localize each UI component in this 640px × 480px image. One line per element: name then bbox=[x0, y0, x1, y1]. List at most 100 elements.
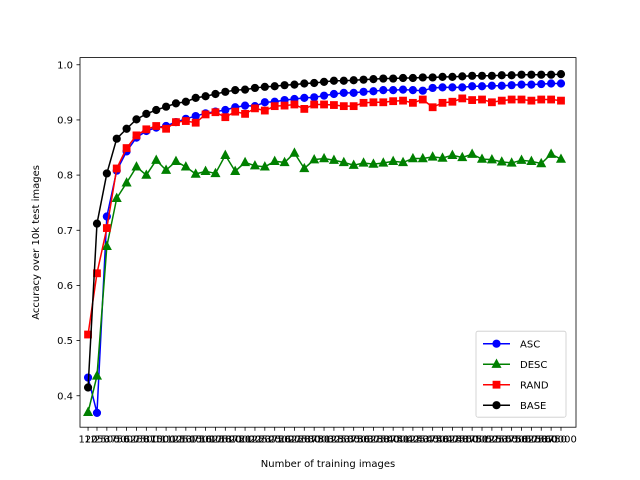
data-point-desc bbox=[180, 161, 191, 171]
data-point-base bbox=[240, 85, 250, 94]
data-point-base bbox=[487, 71, 496, 80]
data-point-desc bbox=[141, 169, 152, 179]
x-tick-label: 57500 bbox=[525, 435, 557, 446]
data-point-base bbox=[221, 87, 230, 96]
data-point-base bbox=[537, 70, 546, 79]
x-tick-label: 10000 bbox=[150, 435, 182, 446]
data-point-base bbox=[181, 97, 190, 106]
x-tick-label: 26250 bbox=[279, 435, 311, 446]
x-tick-label: 18750 bbox=[219, 435, 251, 446]
data-point-base bbox=[547, 70, 556, 79]
y-tick-label: 0.5 bbox=[57, 336, 73, 347]
data-point-desc bbox=[536, 157, 547, 168]
x-tick-label: 11250 bbox=[160, 435, 192, 446]
data-point-desc bbox=[457, 151, 468, 162]
x-tick-label: 58750 bbox=[535, 435, 567, 446]
data-point-asc bbox=[547, 79, 556, 88]
data-point-rand bbox=[300, 105, 309, 113]
data-point-desc bbox=[249, 160, 260, 170]
x-tick-label: 30000 bbox=[308, 435, 340, 446]
data-point-rand bbox=[152, 122, 161, 130]
data-point-base bbox=[83, 383, 93, 392]
data-point-base bbox=[428, 73, 437, 82]
data-point-rand bbox=[290, 100, 299, 109]
x-tick-label: 13750 bbox=[180, 435, 212, 446]
x-tick-label: 25000 bbox=[269, 435, 301, 446]
data-point-base bbox=[418, 73, 427, 82]
data-point-asc bbox=[398, 85, 408, 94]
y-tick-label: 0.4 bbox=[57, 391, 73, 402]
data-point-base bbox=[152, 105, 161, 115]
data-point-asc bbox=[369, 87, 378, 96]
data-point-rand bbox=[211, 108, 220, 117]
data-point-desc bbox=[506, 157, 517, 167]
legend-label-base: BASE bbox=[520, 401, 546, 412]
data-point-desc bbox=[526, 155, 537, 166]
x-tick-label: 52500 bbox=[486, 435, 518, 446]
data-point-base bbox=[300, 79, 309, 88]
data-point-desc bbox=[417, 152, 428, 163]
x-tick-label: 120 bbox=[79, 435, 98, 446]
x-tick-label: 16250 bbox=[200, 435, 232, 446]
x-tick-label: 6250 bbox=[124, 435, 149, 446]
y-axis: 0.4 0.5 0.6 0.7 0.8 0.9 1.0 bbox=[57, 60, 80, 402]
data-point-base bbox=[270, 82, 279, 91]
legend-marker-base bbox=[492, 401, 501, 410]
data-point-desc bbox=[161, 164, 172, 174]
data-point-desc bbox=[151, 154, 162, 164]
data-point-desc bbox=[496, 156, 507, 166]
data-point-base bbox=[408, 73, 418, 83]
data-point-asc bbox=[468, 82, 477, 91]
data-point-asc bbox=[527, 80, 536, 89]
legend-label-asc: ASC bbox=[520, 339, 540, 350]
x-tick-label: 28750 bbox=[298, 435, 330, 446]
x-tick-label: 2500 bbox=[94, 435, 119, 446]
x-tick-label: 38750 bbox=[377, 435, 409, 446]
data-point-asc bbox=[418, 86, 427, 95]
data-point-base bbox=[231, 86, 240, 95]
data-point-base bbox=[92, 219, 102, 228]
data-point-desc bbox=[210, 167, 221, 178]
data-point-desc bbox=[279, 156, 290, 167]
data-point-rand bbox=[231, 107, 240, 116]
data-point-base bbox=[290, 80, 299, 89]
data-point-base bbox=[389, 74, 398, 83]
legend-item-desc: DESC bbox=[483, 358, 547, 371]
data-point-rand bbox=[478, 95, 486, 104]
data-point-base bbox=[102, 169, 111, 178]
x-tick-label: 42500 bbox=[407, 435, 439, 446]
data-point-rand bbox=[389, 97, 398, 106]
legend-marker-rand bbox=[492, 380, 501, 389]
data-point-asc bbox=[408, 86, 418, 95]
data-point-rand bbox=[497, 96, 506, 105]
data-point-rand bbox=[191, 118, 200, 127]
data-point-desc bbox=[388, 155, 399, 166]
x-tick-label: 45000 bbox=[427, 435, 459, 446]
data-point-desc bbox=[555, 153, 567, 163]
data-point-base bbox=[211, 89, 220, 99]
data-point-asc bbox=[517, 80, 526, 89]
legend: ASC DESC RAND BASE bbox=[475, 330, 567, 418]
x-tick-label: 7500 bbox=[134, 435, 159, 446]
data-point-desc bbox=[289, 147, 300, 157]
data-point-rand bbox=[349, 102, 358, 111]
data-point-base bbox=[161, 102, 171, 111]
data-point-rand bbox=[251, 104, 259, 113]
data-point-asc bbox=[458, 83, 467, 92]
data-point-desc bbox=[83, 406, 94, 417]
data-point-desc bbox=[220, 149, 231, 159]
series-layer bbox=[83, 70, 567, 417]
x-tick-label: 32500 bbox=[328, 435, 360, 446]
data-point-asc bbox=[191, 111, 200, 121]
x-tick-label: 50000 bbox=[466, 435, 498, 446]
data-point-rand bbox=[487, 98, 496, 107]
data-point-base bbox=[310, 78, 319, 88]
data-point-rand bbox=[132, 131, 141, 140]
data-point-desc bbox=[101, 240, 112, 250]
data-point-asc bbox=[556, 79, 566, 88]
data-point-asc bbox=[339, 88, 348, 98]
data-point-rand bbox=[527, 96, 536, 105]
data-point-base bbox=[280, 81, 289, 90]
data-point-rand bbox=[112, 164, 121, 173]
data-point-base bbox=[468, 71, 477, 80]
